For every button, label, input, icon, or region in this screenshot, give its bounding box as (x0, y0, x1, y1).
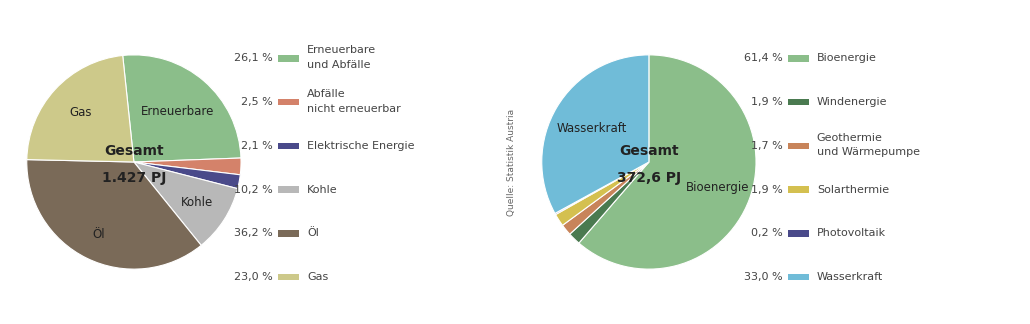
Text: 1.427 PJ: 1.427 PJ (102, 171, 166, 185)
Text: Erneuerbare: Erneuerbare (307, 45, 376, 55)
Text: Elektrische Energie: Elektrische Energie (307, 141, 414, 151)
Text: Gesamt: Gesamt (104, 144, 164, 158)
Text: Erneuerbare: Erneuerbare (141, 105, 214, 118)
Text: Geothermie: Geothermie (817, 133, 883, 143)
Text: 1,9 %: 1,9 % (751, 97, 783, 107)
Text: Wasserkraft: Wasserkraft (817, 272, 883, 282)
Text: 36,2 %: 36,2 % (234, 228, 273, 238)
Wedge shape (555, 162, 649, 214)
Text: Photovoltaik: Photovoltaik (817, 228, 886, 238)
Wedge shape (123, 55, 241, 162)
Text: Bioenergie: Bioenergie (817, 53, 877, 63)
Text: Gesamt: Gesamt (619, 144, 679, 158)
Wedge shape (134, 158, 241, 175)
Text: Öl: Öl (307, 228, 319, 238)
Text: Quelle: Statistik Austria: Quelle: Statistik Austria (508, 109, 516, 215)
Text: 23,0 %: 23,0 % (234, 272, 273, 282)
Wedge shape (27, 55, 134, 162)
Text: Windenergie: Windenergie (817, 97, 887, 107)
Text: 1,9 %: 1,9 % (751, 185, 783, 194)
Text: Solarthermie: Solarthermie (817, 185, 889, 194)
Text: 26,1 %: 26,1 % (234, 53, 273, 63)
Text: 61,4 %: 61,4 % (744, 53, 783, 63)
Wedge shape (27, 160, 201, 269)
Text: Öl: Öl (92, 227, 105, 241)
Wedge shape (542, 55, 649, 214)
Text: 372,6 PJ: 372,6 PJ (617, 171, 681, 185)
Wedge shape (134, 162, 238, 245)
Text: 0,2 %: 0,2 % (751, 228, 783, 238)
Text: und Abfälle: und Abfälle (307, 60, 371, 70)
Wedge shape (579, 55, 756, 269)
Text: 2,5 %: 2,5 % (241, 97, 273, 107)
Text: nicht erneuerbar: nicht erneuerbar (307, 104, 401, 113)
Text: Kohle: Kohle (307, 185, 338, 194)
Wedge shape (570, 162, 649, 243)
Text: Kohle: Kohle (181, 196, 213, 209)
Text: Bioenergie: Bioenergie (685, 181, 749, 194)
Text: Gas: Gas (307, 272, 329, 282)
Text: 10,2 %: 10,2 % (234, 185, 273, 194)
Text: 2,1 %: 2,1 % (241, 141, 273, 151)
Text: 1,7 %: 1,7 % (751, 141, 783, 151)
Text: Wasserkraft: Wasserkraft (556, 122, 627, 135)
Wedge shape (562, 162, 649, 234)
Text: Gas: Gas (69, 106, 92, 119)
Text: und Wärmepumpe: und Wärmepumpe (817, 147, 920, 157)
Wedge shape (134, 162, 240, 189)
Text: 33,0 %: 33,0 % (744, 272, 783, 282)
Text: Abfälle: Abfälle (307, 89, 346, 99)
Wedge shape (555, 162, 649, 225)
